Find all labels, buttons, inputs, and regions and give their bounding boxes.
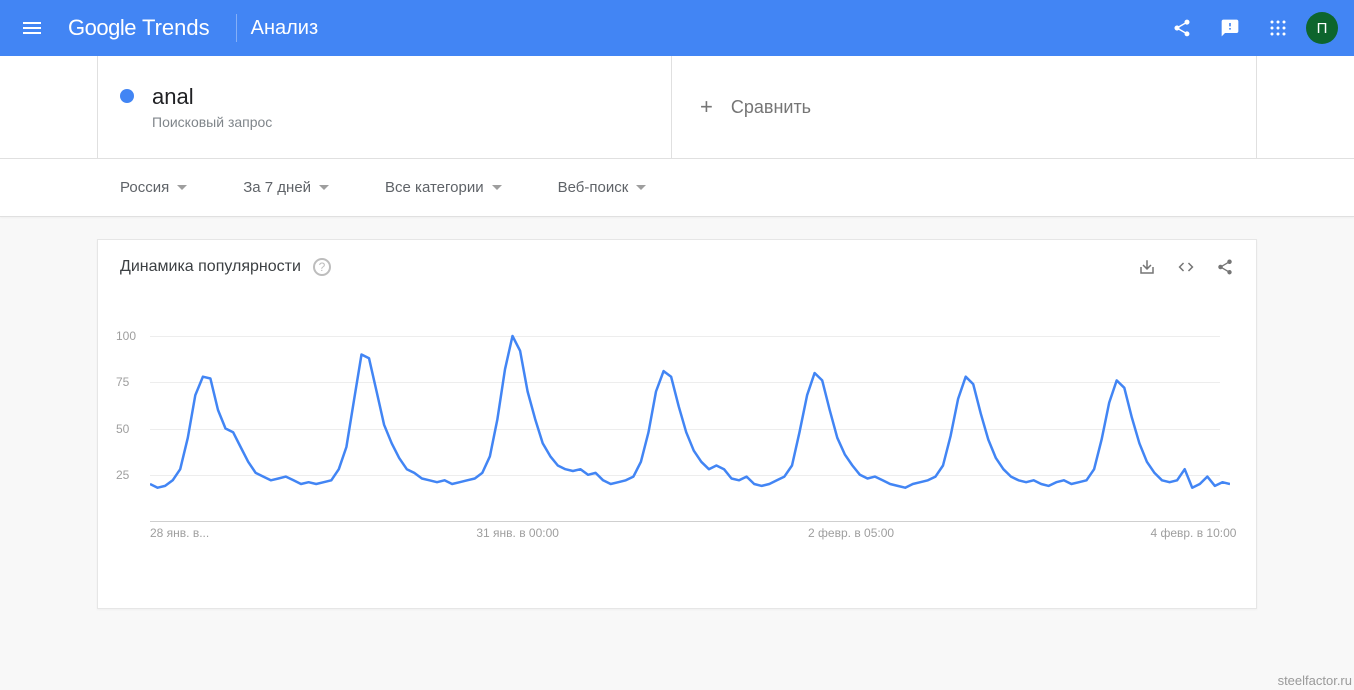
chevron-down-icon xyxy=(319,185,329,190)
compare-label: Сравнить xyxy=(731,97,811,118)
y-axis-label: 50 xyxy=(116,422,129,436)
search-term-row: anal Поисковый запрос + Сравнить xyxy=(0,56,1354,159)
filter-search-type[interactable]: Веб-поиск xyxy=(558,179,647,196)
watermark: steelfactor.ru xyxy=(1278,673,1352,688)
filters-bar: Россия За 7 дней Все категории Веб-поиск xyxy=(0,159,1354,217)
chart-area: 255075100 28 янв. в...31 янв. в 00:002 ф… xyxy=(138,296,1228,596)
search-term-subtitle: Поисковый запрос xyxy=(152,114,272,130)
hamburger-icon xyxy=(23,19,41,37)
avatar[interactable]: П xyxy=(1306,12,1338,44)
feedback-icon xyxy=(1220,18,1240,38)
filter-search-type-label: Веб-поиск xyxy=(558,179,629,196)
chart-card: Динамика популярности ? 25 50 75 100 28 янв… xyxy=(97,239,1257,609)
y-axis-label: 100 xyxy=(116,329,136,343)
compare-button[interactable]: + Сравнить xyxy=(672,56,1257,158)
app-header: Google Trends Анализ П xyxy=(0,0,1354,56)
x-axis-label: 2 февр. в 05:00 xyxy=(808,526,894,540)
x-axis-label: 31 янв. в 00:00 xyxy=(476,526,559,540)
download-icon xyxy=(1138,258,1156,276)
plus-icon: + xyxy=(700,94,713,120)
header-divider xyxy=(236,14,237,42)
share-icon xyxy=(1172,18,1192,38)
y-axis-label: 75 xyxy=(116,375,129,389)
embed-button[interactable] xyxy=(1176,258,1196,276)
menu-button[interactable] xyxy=(8,4,56,52)
avatar-letter: П xyxy=(1317,20,1328,37)
feedback-button[interactable] xyxy=(1206,4,1254,52)
filter-category[interactable]: Все категории xyxy=(385,179,502,196)
chevron-down-icon xyxy=(636,185,646,190)
page-title: Анализ xyxy=(251,17,319,40)
search-term: anal xyxy=(152,84,272,110)
download-button[interactable] xyxy=(1138,258,1156,276)
code-icon xyxy=(1176,258,1196,276)
filter-category-label: Все категории xyxy=(385,179,484,196)
apps-icon xyxy=(1269,19,1287,37)
chart-card-header: Динамика популярности ? xyxy=(98,240,1256,286)
logo-trends: Trends xyxy=(142,15,210,41)
filter-region[interactable]: Россия xyxy=(120,179,187,196)
x-axis-label: 4 февр. в 10:00 xyxy=(1150,526,1236,540)
logo-google: Google xyxy=(68,15,136,41)
share-button[interactable] xyxy=(1158,4,1206,52)
chevron-down-icon xyxy=(492,185,502,190)
y-axis-label: 25 xyxy=(116,468,129,482)
filter-period-label: За 7 дней xyxy=(243,179,311,196)
logo[interactable]: Google Trends xyxy=(68,15,210,41)
filter-period[interactable]: За 7 дней xyxy=(243,179,329,196)
search-term-box[interactable]: anal Поисковый запрос xyxy=(97,56,672,158)
x-axis-label: 28 янв. в... xyxy=(150,526,209,540)
chart-title: Динамика популярности xyxy=(120,258,301,276)
filter-region-label: Россия xyxy=(120,179,169,196)
line-chart xyxy=(150,296,1230,521)
chevron-down-icon xyxy=(177,185,187,190)
share-icon xyxy=(1216,258,1234,276)
help-icon[interactable]: ? xyxy=(313,258,331,276)
apps-button[interactable] xyxy=(1254,4,1302,52)
term-color-dot xyxy=(120,89,134,103)
share-chart-button[interactable] xyxy=(1216,258,1234,276)
